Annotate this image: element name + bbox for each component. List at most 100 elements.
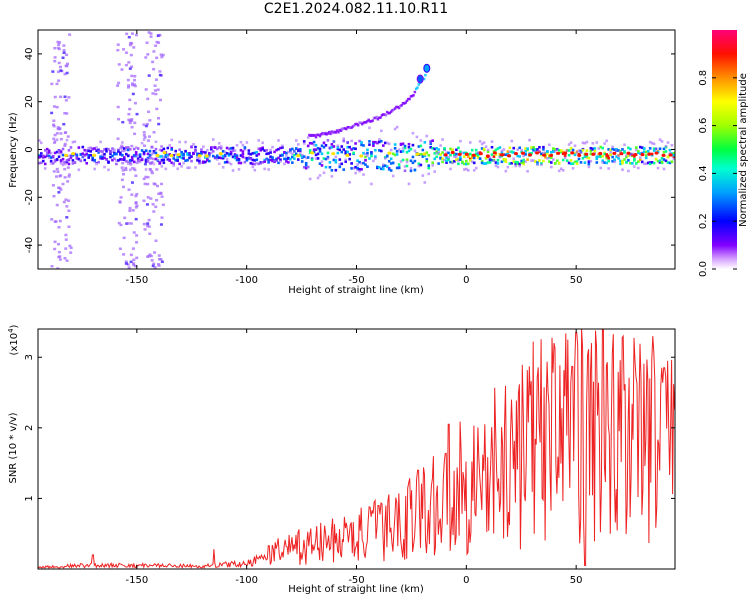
spectrogram-cell: [322, 145, 326, 149]
spectrogram-cell: [401, 102, 405, 105]
spectrogram-cell: [227, 147, 231, 151]
spectrogram-cell: [480, 161, 484, 165]
spectrogram-cell: [636, 160, 640, 164]
spectrogram-cell: [154, 157, 158, 161]
spectrogram-cell: [55, 105, 59, 109]
spectrogram-peak: [155, 153, 160, 158]
spectrogram-cell: [130, 166, 134, 170]
spectrogram-cell: [261, 147, 264, 151]
spectrogram-cell: [463, 162, 466, 166]
spectrogram-cell: [595, 141, 599, 144]
spectrogram-peak: [577, 153, 582, 157]
spectrogram-cell: [231, 146, 235, 150]
spectrogram-cell: [111, 154, 114, 158]
spectrogram-cell: [308, 133, 311, 137]
spectrogram-cell: [235, 156, 239, 159]
spectrogram-cell: [472, 169, 476, 172]
spectrogram-cell: [219, 145, 223, 148]
spectrogram-cell: [642, 147, 646, 151]
spectrogram-cell: [585, 140, 589, 144]
spectrogram-cell: [312, 150, 316, 154]
spectrogram-cell: [362, 121, 365, 125]
spectrogram-cell: [374, 148, 377, 152]
spectrogram-cell: [99, 149, 102, 153]
spectrogram-cell: [129, 163, 133, 166]
spectrogram-cell: [178, 140, 181, 144]
spectrogram-cell: [211, 149, 215, 153]
spectrogram-cell: [166, 153, 170, 157]
spectrogram-cell: [330, 168, 334, 172]
spectrogram-cell: [518, 162, 521, 166]
spectrogram-cell: [53, 133, 57, 137]
spectrogram-cell: [644, 150, 648, 154]
spectrogram-cell: [129, 65, 133, 69]
spectrogram-cell: [130, 193, 134, 196]
spectrogram-cell: [120, 178, 124, 182]
spectrogram-cell: [59, 159, 63, 162]
spectrogram-cell: [395, 125, 399, 129]
spectrogram-cell: [510, 161, 514, 165]
spectrogram-cell: [103, 148, 106, 151]
spectrogram-cell: [494, 153, 498, 156]
spectrogram-cell: [407, 97, 410, 101]
spectrogram-cell: [629, 147, 632, 151]
spectrogram-cell: [332, 158, 336, 162]
spectrogram-cell: [368, 120, 372, 123]
spectrogram-cell: [127, 112, 131, 116]
spectrogram-cell: [239, 148, 243, 152]
spectrogram-cell: [313, 133, 316, 137]
spectrogram-cell: [152, 182, 156, 185]
spectrogram-cell: [59, 151, 63, 155]
spectrogram-cell: [646, 161, 650, 165]
spectrogram-cell: [334, 168, 338, 172]
spectrogram-cell: [380, 129, 383, 133]
spectrogram-x-tick-label: -150: [125, 275, 148, 286]
spectrogram-cell: [198, 159, 201, 163]
spectrogram-cell: [204, 153, 207, 156]
spectrogram-cell: [109, 152, 112, 156]
spectrogram-cell: [569, 162, 573, 166]
spectrogram-peak: [633, 153, 638, 157]
spectrogram-cell: [565, 159, 569, 162]
spectrogram-cell: [142, 177, 146, 181]
spectrogram-cell: [231, 169, 235, 172]
spectrogram-cell: [117, 159, 120, 162]
spectrogram-cell: [619, 150, 622, 154]
spectrogram-cell: [569, 147, 573, 150]
spectrogram-cell: [328, 146, 332, 149]
spectrogram-cell: [143, 162, 147, 166]
spectrogram-cell: [124, 51, 128, 54]
spectrogram-cell: [371, 119, 374, 122]
spectrogram-cell: [536, 161, 539, 164]
colorbar: [712, 30, 737, 269]
spectrogram-cell: [431, 139, 435, 142]
snr-multiplier-label: (x104): [7, 324, 20, 355]
spectrogram-cell: [144, 175, 148, 179]
spectrogram-cell: [333, 130, 336, 134]
spectrogram-cell: [151, 60, 155, 64]
spectrogram-cell: [85, 149, 89, 152]
spectrogram-cell: [340, 150, 344, 154]
spectrogram-cell: [45, 153, 49, 157]
spectrogram-cell: [388, 111, 392, 115]
spectrogram-cell: [209, 146, 213, 149]
spectrogram-cell: [599, 166, 603, 170]
spectrogram-cell: [348, 153, 351, 156]
spectrogram-cell: [330, 130, 334, 133]
spectrogram-cell: [465, 159, 468, 163]
spectrogram-cell: [601, 161, 605, 164]
spectrogram-cell: [389, 169, 393, 172]
spectrogram-cell: [385, 165, 389, 168]
spectrogram-cell: [289, 157, 292, 161]
spectrogram-cell: [408, 97, 411, 101]
spectrogram-cell: [625, 155, 628, 159]
spectrogram-cell: [166, 146, 170, 150]
spectrogram-cell: [459, 158, 462, 162]
spectrogram-cell: [605, 139, 608, 143]
spectrogram-cell: [126, 148, 130, 152]
snr-series-line: [38, 329, 675, 569]
spectrogram-cell: [459, 156, 462, 159]
spectrogram-cell: [170, 148, 174, 151]
spectrogram-cell: [644, 156, 648, 160]
spectrogram-cell: [298, 153, 302, 157]
